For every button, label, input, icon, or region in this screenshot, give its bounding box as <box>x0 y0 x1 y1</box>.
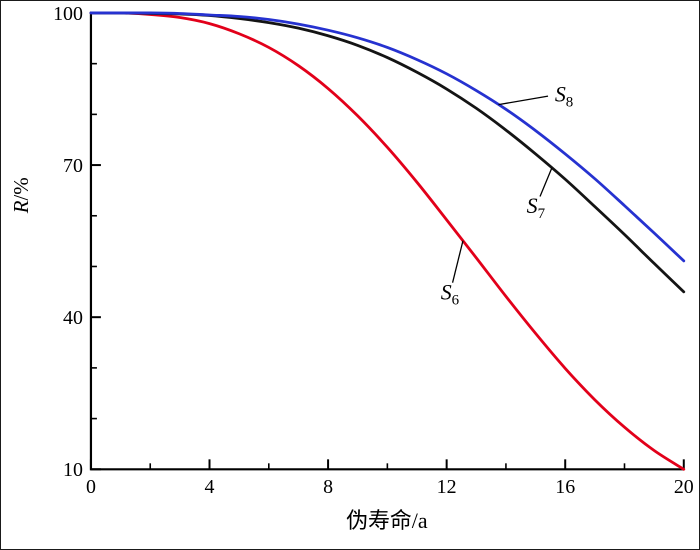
y-tick-label: 40 <box>63 307 83 329</box>
axis-ticks: 0 4 8 12 16 20 10 40 70 100 <box>53 3 694 498</box>
series-label-main-S7: S <box>527 193 538 218</box>
series-label-main-S6: S <box>441 279 452 304</box>
series-label-main-S8: S <box>555 82 566 107</box>
series-label-sub-S6: 6 <box>452 292 460 308</box>
leader-line-S6 <box>451 240 464 283</box>
series-label-S6: S6 <box>441 279 460 308</box>
y-tick-label: 10 <box>63 459 83 481</box>
y-tick-label: 100 <box>53 3 83 25</box>
series-label-S7: S7 <box>527 193 546 222</box>
series-curve-S6 <box>89 11 686 471</box>
x-tick-label: 0 <box>86 476 96 498</box>
series-curve-S7 <box>89 11 686 294</box>
x-tick-label: 16 <box>555 476 575 498</box>
y-axis-label: R/% <box>9 177 33 214</box>
y-axis-label-var: R <box>9 200 33 214</box>
series-label-sub-S7: 7 <box>538 206 546 222</box>
series-label-sub-S8: 8 <box>566 95 573 111</box>
y-axis-label-unit: /% <box>9 177 33 200</box>
leader-line-S7 <box>539 167 553 197</box>
x-tick-label: 4 <box>205 476 215 498</box>
x-tick-label: 8 <box>323 476 333 498</box>
leader-line-S8 <box>498 95 549 106</box>
series-curves <box>89 11 686 471</box>
x-tick-label: 20 <box>674 476 694 498</box>
x-tick-label: 12 <box>437 476 457 498</box>
x-axis-label: 伪寿命/a <box>346 508 428 533</box>
series-label-S8: S8 <box>555 82 573 111</box>
series-curve-S8 <box>89 11 686 263</box>
y-tick-label: 70 <box>63 155 83 177</box>
